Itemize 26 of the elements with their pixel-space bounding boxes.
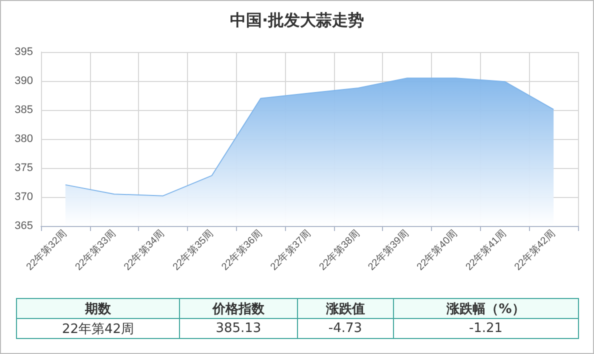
text: 涨跌幅（%） [393, 298, 578, 318]
chart-title: 中国·批发大蒜走势 [230, 10, 364, 30]
x-tick-label: 22年第33周 [72, 227, 118, 273]
text: 22年第42周 [16, 318, 180, 338]
x-tick-label: 22年第38周 [316, 227, 362, 273]
x-tick-label: 22年第40周 [414, 227, 460, 273]
y-tick-label: 380 [14, 133, 33, 145]
x-tick-label: 22年第39周 [366, 227, 412, 273]
x-tick-label: 22年第37周 [268, 227, 314, 273]
y-tick-label: 370 [14, 191, 33, 203]
y-tick-label: 375 [14, 162, 33, 174]
text: -1.21 [393, 318, 578, 338]
x-tick-label: 22年第34周 [122, 227, 167, 273]
text: 价格指数 [179, 298, 298, 318]
y-tick-label: 390 [14, 75, 33, 87]
text: 385.13 [179, 318, 298, 338]
y-tick-label: 395 [14, 46, 33, 58]
y-tick-label: 385 [14, 104, 33, 116]
text: -4.73 [297, 318, 394, 338]
x-tick-label: 22年第41周 [463, 227, 509, 273]
x-tick-label: 22年第42周 [512, 227, 558, 273]
x-tick-label: 22年第36周 [219, 227, 265, 273]
y-tick-label: 365 [14, 220, 33, 232]
x-tick-label: 22年第35周 [170, 227, 216, 273]
text: 期数 [16, 298, 180, 318]
text: 涨跌值 [297, 298, 394, 318]
